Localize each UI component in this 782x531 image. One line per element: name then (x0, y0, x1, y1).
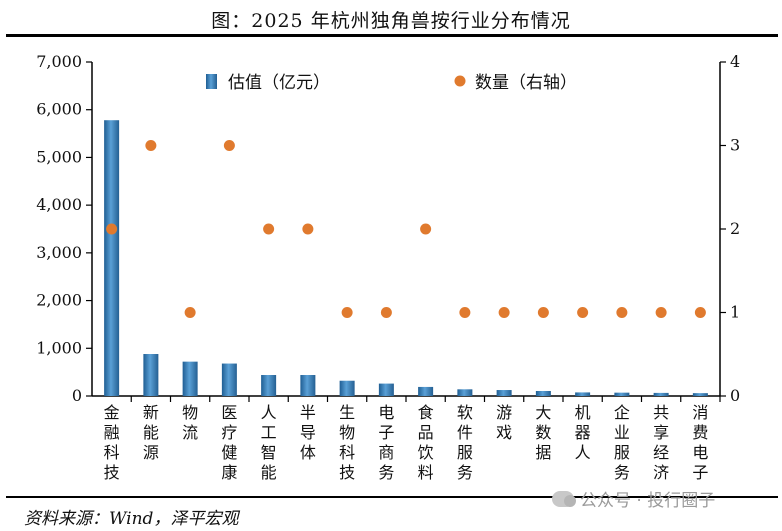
bar (653, 392, 669, 396)
count-dot (655, 307, 667, 318)
count-dot (302, 223, 314, 235)
bar (692, 393, 708, 396)
count-dot (694, 307, 706, 318)
bar (575, 392, 591, 396)
y-tick-label: 2,000 (36, 291, 82, 310)
category-label: 医疗健康 (221, 403, 237, 482)
count-dot (263, 223, 275, 235)
watermark-text: 公众号 · 投行圈子 (580, 491, 716, 511)
count-dot (537, 307, 549, 318)
count-dot (498, 307, 510, 318)
legend-bar-swatch (206, 74, 217, 89)
y-tick-label: 1,000 (36, 338, 82, 357)
bottom-rule (6, 496, 778, 498)
category-label: 半导体 (300, 403, 316, 462)
category-label: 消费电子 (692, 403, 708, 482)
source-note: 资料来源：Wind，泽平宏观 (24, 509, 239, 529)
category-label: 电子商务 (378, 403, 394, 482)
category-label: 食品饮料 (418, 403, 434, 482)
y-tick-label: 7,000 (36, 52, 82, 71)
bar (378, 383, 394, 396)
category-label: 物流 (182, 403, 198, 442)
count-dot (459, 307, 471, 318)
bar (261, 375, 277, 396)
count-dot (380, 307, 392, 318)
category-label: 人工智能 (261, 403, 277, 482)
category-label: 机器人 (575, 403, 591, 462)
bar (104, 120, 120, 396)
y2-tick-label: 4 (730, 52, 740, 71)
count-dot (145, 140, 157, 151)
legend-dot-label: 数量（右轴） (475, 73, 577, 93)
y-tick-label: 4,000 (36, 195, 82, 214)
top-rule (6, 34, 778, 37)
bar (535, 390, 551, 396)
y-tick-label: 5,000 (36, 147, 82, 166)
y2-tick-label: 0 (730, 386, 740, 405)
category-label: 大数据 (535, 403, 551, 462)
count-dot (341, 307, 353, 318)
count-dot (223, 140, 235, 151)
category-label: 共享经济 (653, 403, 669, 482)
count-dot (184, 307, 196, 318)
category-label: 金融科技 (104, 403, 120, 482)
y-tick-label: 6,000 (36, 100, 82, 119)
count-dot (106, 223, 118, 235)
category-label: 新能源 (143, 403, 159, 462)
count-dot (420, 223, 432, 235)
legend-bar-label: 估值（亿元） (228, 73, 330, 93)
bar (182, 361, 198, 396)
watermark: 公众号 · 投行圈子 (552, 486, 715, 511)
bar (339, 380, 355, 396)
count-dot (577, 307, 589, 318)
category-label: 软件服务 (457, 403, 473, 482)
category-label: 游戏 (496, 403, 512, 442)
bar (300, 375, 316, 396)
category-label: 企业服务 (614, 403, 630, 482)
bar (496, 390, 512, 396)
count-dot (616, 307, 628, 318)
chart-title: 图：2025 年杭州独角兽按行业分布情况 (211, 10, 571, 32)
y2-tick-label: 3 (730, 136, 740, 155)
legend-dot-swatch (454, 75, 466, 87)
wechat-icon (552, 490, 576, 507)
category-label: 生物科技 (339, 403, 355, 482)
bar (143, 354, 159, 396)
bar (614, 392, 630, 396)
y2-tick-label: 1 (730, 303, 740, 322)
bar (457, 389, 473, 396)
bar (418, 386, 434, 396)
bar (221, 363, 237, 396)
y2-tick-label: 2 (730, 219, 740, 238)
y-tick-label: 3,000 (36, 243, 82, 262)
y-tick-label: 0 (72, 386, 82, 405)
